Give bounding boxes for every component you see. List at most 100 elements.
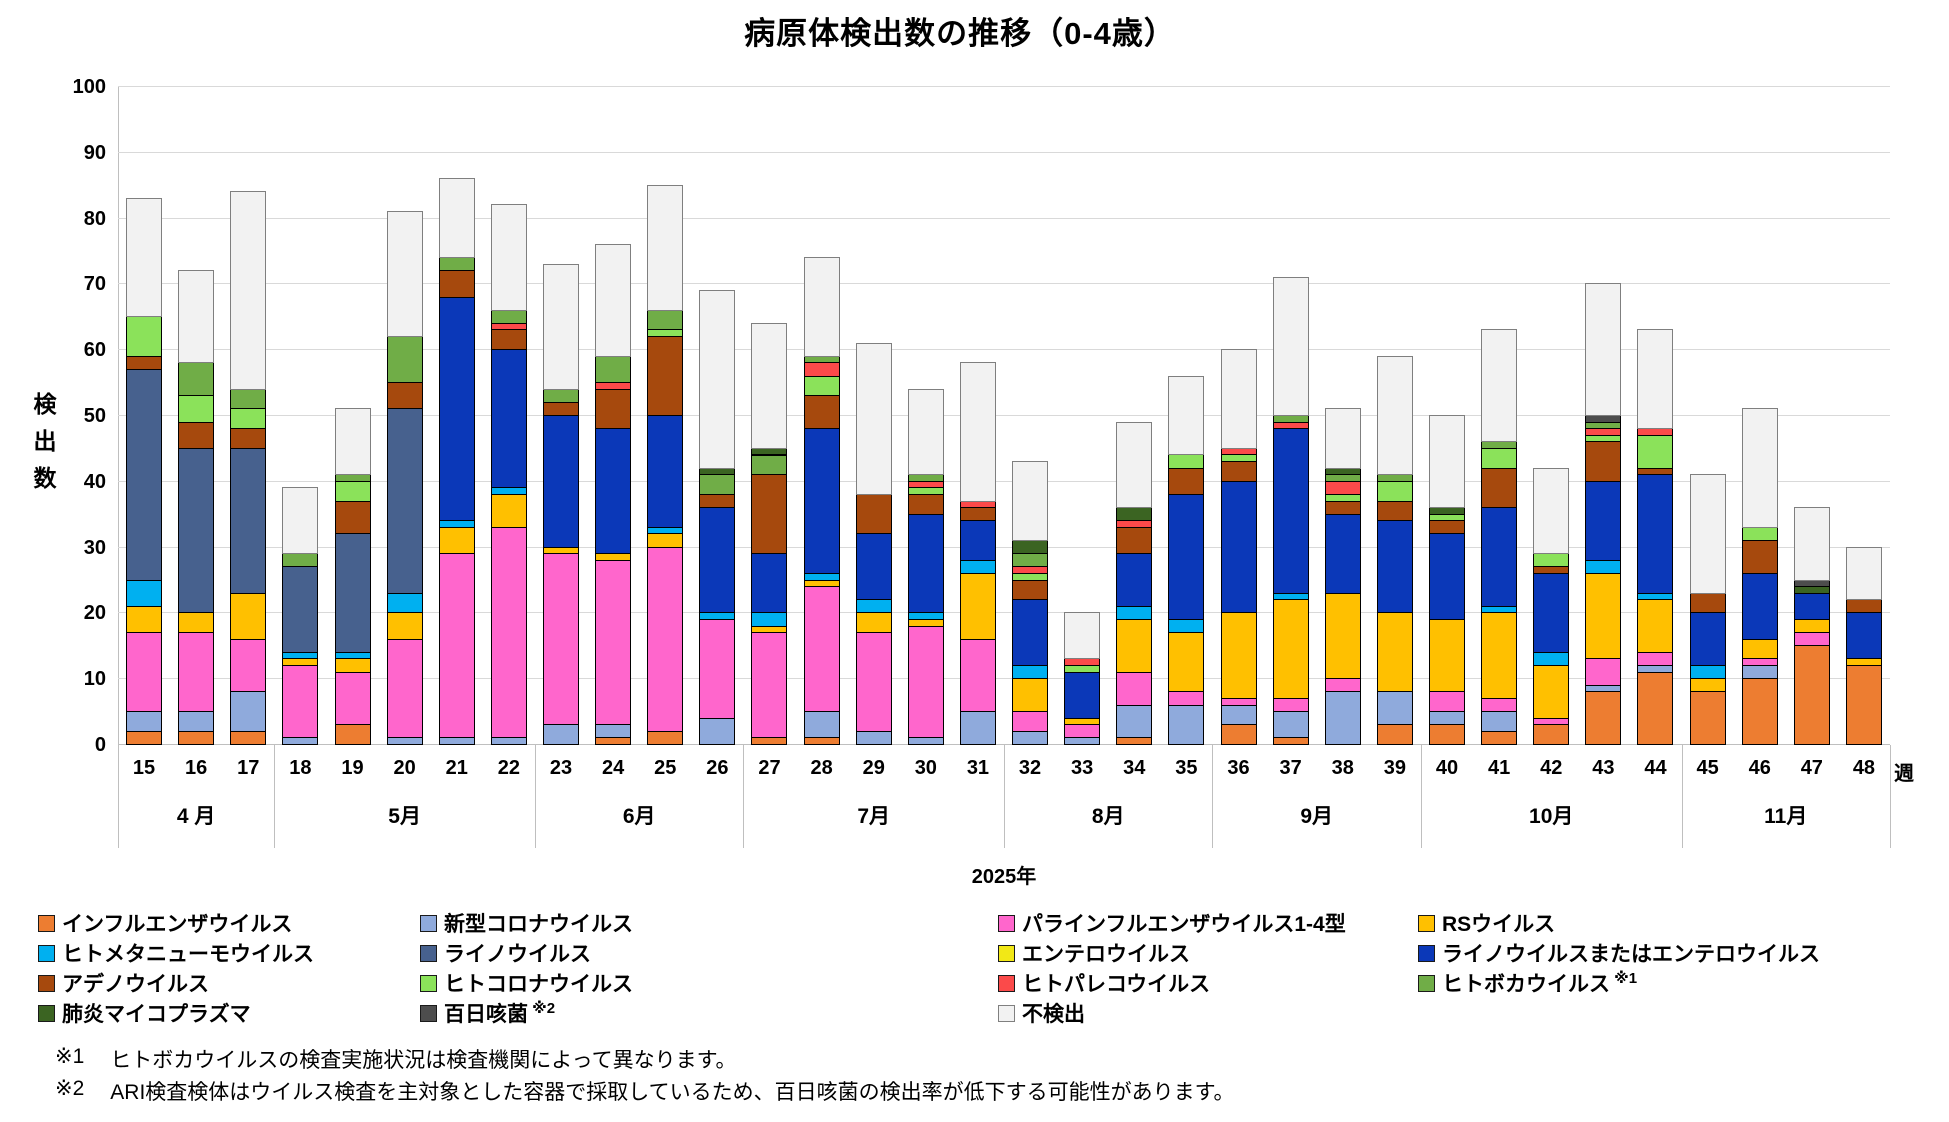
segment-adenovirus-week-41 <box>1481 467 1518 509</box>
segment-rsv-week-33 <box>1064 717 1101 726</box>
segment-adenovirus-week-34 <box>1116 526 1153 555</box>
legend: インフルエンザウイルス 新型コロナウイルス パラインフルエンザウイルス1-4型 RSウ… <box>0 900 1949 1026</box>
segment-bocavirus-week-17 <box>230 388 267 410</box>
segment-bocavirus-week-19 <box>334 474 371 482</box>
segment-rsv-week-23 <box>543 546 579 555</box>
segment-adenovirus-week-32 <box>1012 579 1049 601</box>
segment-parechovirus-week-28 <box>803 362 840 377</box>
segment-parainfluenza-week-34 <box>1116 671 1153 706</box>
segment-influenza-week-36 <box>1220 724 1257 745</box>
segment-parainfluenza-week-30 <box>907 625 944 739</box>
segment-rhino_or_entero-week-41 <box>1481 507 1518 607</box>
segment-not_detected-week-34 <box>1116 421 1153 509</box>
segment-rsv-week-16 <box>178 612 215 634</box>
legend-item-covid19: 新型コロナウイルス <box>420 910 633 936</box>
segment-rhino_or_entero-week-25 <box>647 415 684 528</box>
segment-parechovirus-week-24 <box>595 382 632 390</box>
segment-not_detected-week-44 <box>1637 329 1674 430</box>
segment-parechovirus-week-32 <box>1012 566 1049 574</box>
segment-rsv-week-46 <box>1741 638 1778 660</box>
segment-parainfluenza-week-19 <box>334 671 371 726</box>
segment-rhino_or_entero-week-32 <box>1012 599 1049 667</box>
y-axis-label-20: 20 <box>83 602 106 625</box>
legend-footnote-mark-pertussis: ※2 <box>528 1000 556 1017</box>
week-label-42: 42 <box>1540 757 1563 779</box>
segment-adenovirus-week-27 <box>751 474 788 555</box>
legend-item-pertussis: 百日咳菌 ※2 <box>420 1000 555 1026</box>
segment-rsv-week-18 <box>282 658 319 667</box>
legend-label-bocavirus: ヒトボカウイルス ※1 <box>1442 970 1638 996</box>
segment-not_detected-week-24 <box>595 243 632 357</box>
legend-footnote-mark-bocavirus: ※1 <box>1610 970 1638 987</box>
legend-label-influenza: インフルエンザウイルス <box>62 913 293 936</box>
segment-covid19-week-39 <box>1376 691 1413 726</box>
segment-rsv-week-37 <box>1272 599 1309 699</box>
segment-parainfluenza-week-40 <box>1429 691 1465 713</box>
gridline-60 <box>118 349 1890 351</box>
segment-parainfluenza-week-23 <box>543 553 579 726</box>
segment-covid19-week-16 <box>178 711 215 732</box>
segment-rsv-week-36 <box>1220 612 1257 699</box>
segment-influenza-week-48 <box>1845 665 1882 745</box>
segment-not_detected-week-48 <box>1845 546 1882 601</box>
segment-adenovirus-week-28 <box>803 395 840 430</box>
month-label-8月: 8月 <box>1091 805 1125 828</box>
footnote-1: ※1 ヒトボカウイルスの検査実施状況は検査機関によって異なります。 <box>55 1044 737 1074</box>
segment-influenza-week-27 <box>751 737 788 745</box>
segment-influenza-week-47 <box>1793 645 1830 745</box>
segment-pertussis-week-47 <box>1793 579 1830 588</box>
segment-rsv-week-38 <box>1324 592 1361 680</box>
segment-not_detected-week-37 <box>1272 276 1309 416</box>
segment-not_detected-week-32 <box>1012 461 1049 542</box>
legend-swatch-rhinovirus <box>420 944 437 962</box>
segment-adenovirus-week-30 <box>907 493 944 515</box>
legend-swatch-pertussis <box>420 1004 437 1022</box>
segment-hcov-week-46 <box>1741 526 1778 542</box>
month-separator <box>1212 745 1214 848</box>
segment-mycoplasma-week-47 <box>1793 586 1830 594</box>
segment-adenovirus-week-43 <box>1585 441 1622 482</box>
segment-hmpv-week-25 <box>647 526 684 535</box>
segment-bocavirus-week-20 <box>386 336 423 384</box>
segment-mycoplasma-week-32 <box>1012 540 1049 555</box>
week-label-35: 35 <box>1175 757 1198 779</box>
segment-not_detected-week-21 <box>438 178 475 259</box>
segment-bocavirus-week-28 <box>803 355 840 364</box>
segment-parainfluenza-week-43 <box>1585 658 1622 686</box>
week-label-27: 27 <box>758 757 781 779</box>
legend-label-hmpv: ヒトメタニューモウイルス <box>62 943 314 966</box>
legend-swatch-parainfluenza <box>998 914 1015 932</box>
segment-not_detected-week-22 <box>490 204 527 311</box>
segment-influenza-week-17 <box>230 730 267 745</box>
legend-item-adenovirus: アデノウイルス <box>38 970 209 996</box>
segment-covid19-week-43 <box>1585 684 1622 693</box>
segment-rhino_or_entero-week-24 <box>595 428 632 555</box>
segment-rhino_or_entero-week-28 <box>803 428 840 574</box>
segment-mycoplasma-week-38 <box>1324 467 1361 476</box>
gridline-80 <box>118 217 1890 219</box>
month-label-5月: 5月 <box>388 805 421 828</box>
segment-covid19-week-46 <box>1741 665 1778 680</box>
segment-rhino_or_entero-week-34 <box>1116 553 1153 607</box>
segment-covid19-week-33 <box>1064 737 1101 745</box>
segment-influenza-week-42 <box>1533 724 1570 745</box>
segment-parechovirus-week-30 <box>907 480 944 489</box>
month-label-9月: 9月 <box>1300 805 1334 828</box>
legend-item-rhino_or_entero: ライノウイルスまたはエンテロウイルス <box>1418 940 1820 966</box>
legend-item-bocavirus: ヒトボカウイルス ※1 <box>1418 970 1637 996</box>
segment-covid19-week-34 <box>1116 704 1153 739</box>
segment-not_detected-week-28 <box>803 257 840 357</box>
segment-rsv-week-21 <box>438 526 475 555</box>
segment-covid19-week-44 <box>1637 665 1674 673</box>
legend-swatch-not_detected <box>998 1004 1015 1022</box>
segment-hmpv-week-43 <box>1585 559 1622 574</box>
segment-rsv-week-40 <box>1429 619 1465 693</box>
segment-bocavirus-week-41 <box>1481 441 1518 449</box>
segment-parechovirus-week-31 <box>959 500 996 509</box>
segment-rhino_or_entero-week-35 <box>1168 493 1205 620</box>
segment-adenovirus-week-39 <box>1376 500 1413 522</box>
legend-label-hcov: ヒトコロナウイルス <box>444 973 633 996</box>
segment-rhino_or_entero-week-29 <box>855 533 892 601</box>
y-axis-line <box>118 87 119 746</box>
